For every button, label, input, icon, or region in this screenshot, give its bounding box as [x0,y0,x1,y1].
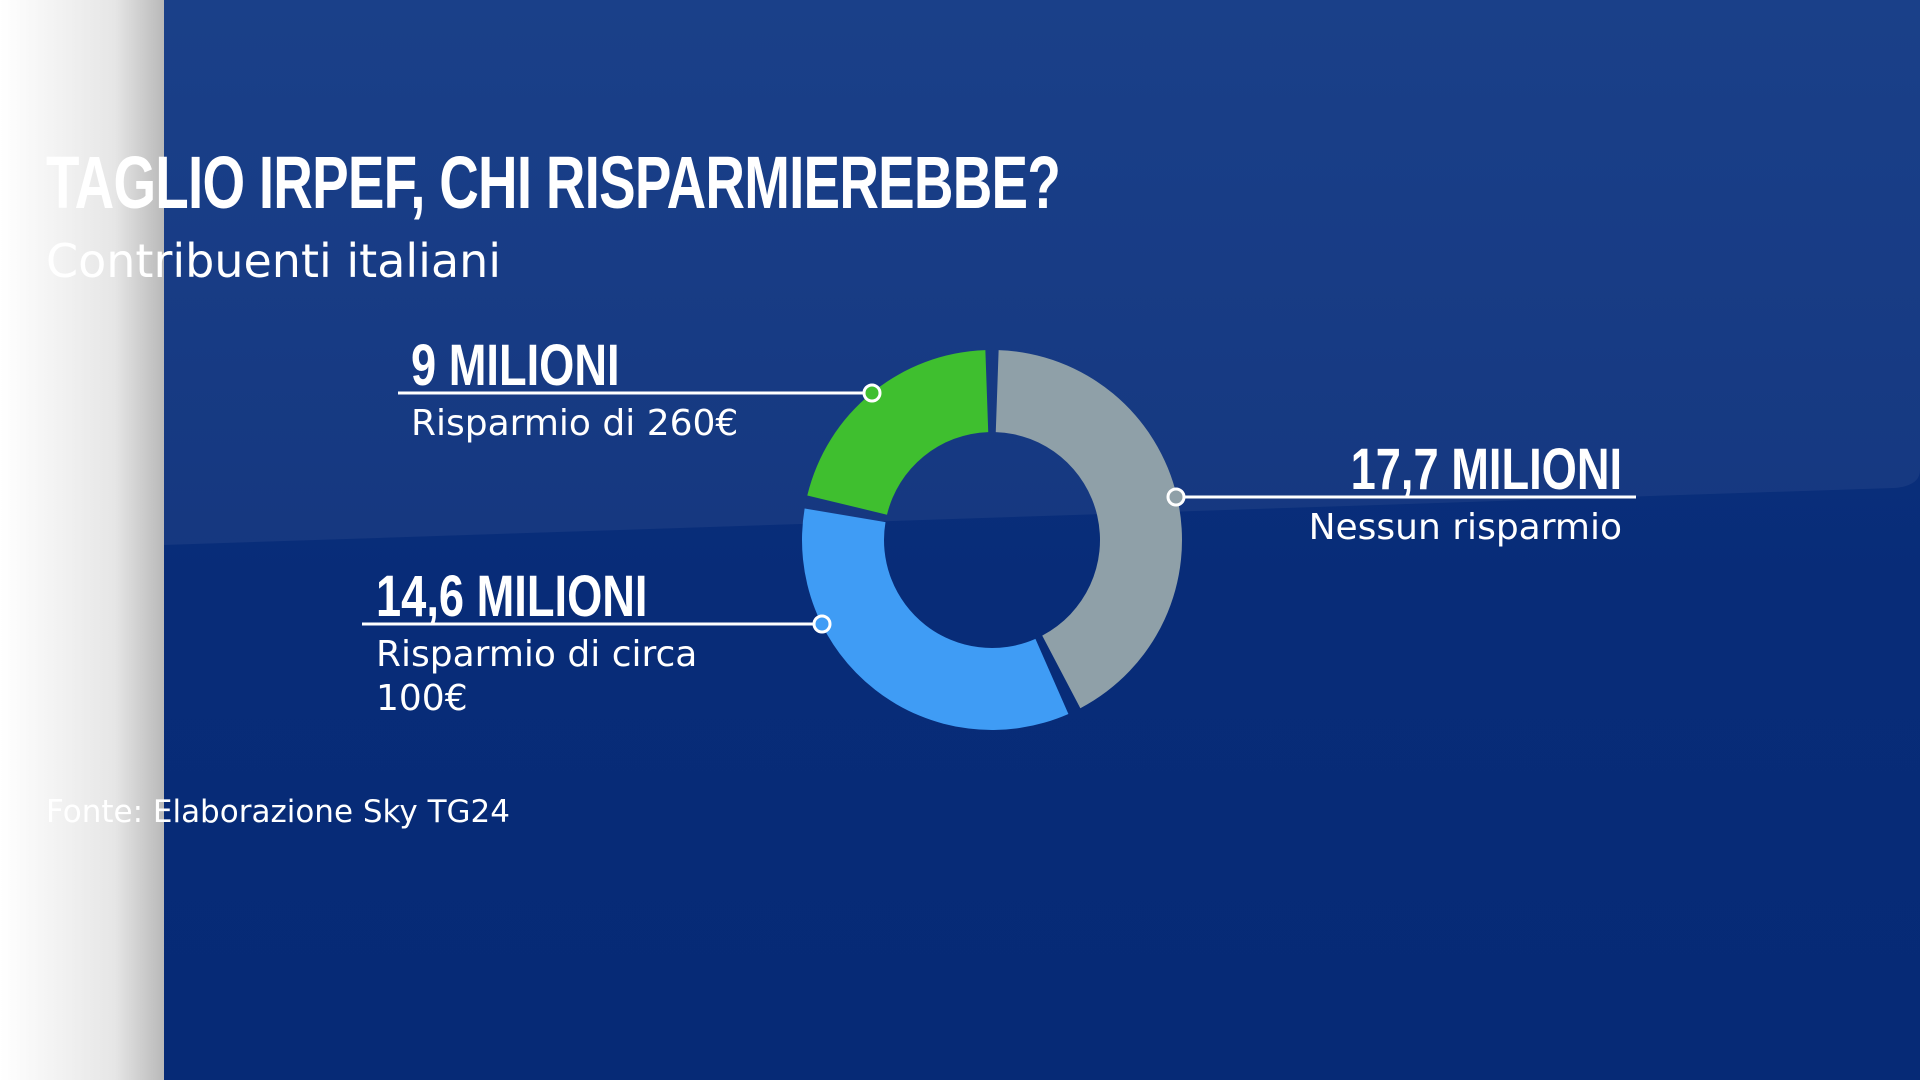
chart-subtitle: Contribuenti italiani [46,234,502,288]
left-edge-strip [0,0,164,1080]
leader-dot-slice-risparmio-100 [812,614,832,634]
slice-risparmio-260 [807,350,989,515]
label-value-risparmio-100: 14,6 MILIONI [376,564,648,629]
slice-risparmio-100 [802,508,1069,731]
label-desc-risparmio-100: Risparmio di circa 100€ [376,634,698,719]
leader-dot-slice-risparmio-260 [862,383,882,403]
slice-nessun-risparmio [995,350,1183,709]
leader-dot-slice-nessun-risparmio [1166,487,1186,507]
label-desc-nessun-risparmio: Nessun risparmio [1308,507,1622,548]
label-desc-risparmio-260: Risparmio di 260€ [411,403,739,444]
source-note: Fonte: Elaborazione Sky TG24 [46,794,511,830]
label-value-nessun-risparmio: 17,7 MILIONI [1350,437,1622,502]
label-value-risparmio-260: 9 MILIONI [411,333,620,398]
chart-title: TAGLIO IRPEF, CHI RISPARMIEREBBE? [46,141,1061,224]
